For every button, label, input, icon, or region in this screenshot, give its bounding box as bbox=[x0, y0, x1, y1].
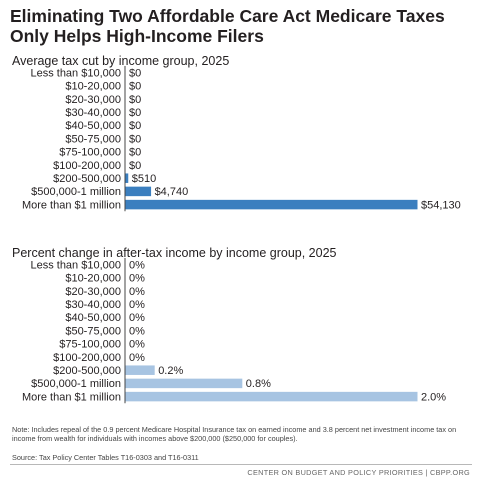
percent-change-chart: Less than $10,000 0% $10-20,000 0% $20-30,00… bbox=[22, 258, 446, 403]
data-label: 0% bbox=[129, 286, 145, 298]
data-label: $0 bbox=[129, 67, 141, 79]
data-label: 2.0% bbox=[421, 391, 446, 403]
category-label: $50-75,000 bbox=[65, 133, 121, 145]
bar bbox=[125, 378, 243, 389]
category-label: $500,000-1 million bbox=[31, 186, 121, 198]
data-label: 0.2% bbox=[158, 365, 183, 377]
data-label: 0% bbox=[129, 339, 145, 351]
chart-note: Note: Includes repeal of the 0.9 percent… bbox=[12, 425, 457, 444]
category-label: $10-20,000 bbox=[65, 273, 121, 285]
data-label: 0% bbox=[129, 299, 145, 311]
data-label: $0 bbox=[129, 107, 141, 119]
category-label: $40-50,000 bbox=[65, 312, 121, 324]
page-title: Eliminating Two Affordable Care Act Medi… bbox=[10, 6, 445, 46]
category-label: $100-200,000 bbox=[53, 160, 121, 172]
average-tax-cut-chart: Less than $10,000 $0 $10-20,000 $0 $20-30,00… bbox=[22, 66, 461, 211]
bar bbox=[125, 365, 155, 375]
data-label: 0.8% bbox=[246, 378, 271, 390]
category-label: Less than $10,000 bbox=[30, 67, 121, 79]
category-label: More than $1 million bbox=[22, 391, 121, 403]
data-label: $0 bbox=[129, 81, 141, 93]
category-label: $30-40,000 bbox=[65, 299, 121, 311]
category-label: More than $1 million bbox=[22, 199, 121, 211]
category-label: $20-30,000 bbox=[65, 286, 121, 298]
data-label: $54,130 bbox=[421, 199, 461, 211]
data-label: $0 bbox=[129, 147, 141, 159]
data-label: $0 bbox=[129, 160, 141, 172]
bar bbox=[125, 186, 152, 197]
category-label: $40-50,000 bbox=[65, 120, 121, 132]
category-label: $75-100,000 bbox=[59, 339, 121, 351]
chart-title-average-tax-cut: Average tax cut by income group, 2025 bbox=[12, 54, 230, 68]
bar bbox=[125, 199, 418, 210]
data-label: $510 bbox=[132, 173, 156, 185]
category-label: $200-500,000 bbox=[53, 173, 121, 185]
category-label: $50-75,000 bbox=[65, 325, 121, 337]
footer-credit: CENTER ON BUDGET AND POLICY PRIORITIES |… bbox=[247, 468, 470, 477]
chart-source: Source: Tax Policy Center Tables T16-030… bbox=[12, 453, 199, 462]
data-label: 0% bbox=[129, 259, 145, 271]
category-label: $75-100,000 bbox=[59, 147, 121, 159]
data-label: 0% bbox=[129, 273, 145, 285]
chart-title-percent-change: Percent change in after-tax income by in… bbox=[12, 246, 337, 260]
data-label: $0 bbox=[129, 94, 141, 106]
bar bbox=[125, 173, 129, 183]
data-label: 0% bbox=[129, 312, 145, 324]
bar bbox=[125, 391, 418, 402]
category-label: $30-40,000 bbox=[65, 107, 121, 119]
data-label: 0% bbox=[129, 352, 145, 364]
category-label: $200-500,000 bbox=[53, 365, 121, 377]
category-label: $500,000-1 million bbox=[31, 378, 121, 390]
data-label: $0 bbox=[129, 120, 141, 132]
category-label: $10-20,000 bbox=[65, 81, 121, 93]
footer-divider bbox=[10, 464, 472, 465]
data-label: 0% bbox=[129, 325, 145, 337]
data-label: $4,740 bbox=[155, 186, 189, 198]
category-label: $20-30,000 bbox=[65, 94, 121, 106]
data-label: $0 bbox=[129, 133, 141, 145]
category-label: Less than $10,000 bbox=[30, 259, 121, 271]
category-label: $100-200,000 bbox=[53, 352, 121, 364]
